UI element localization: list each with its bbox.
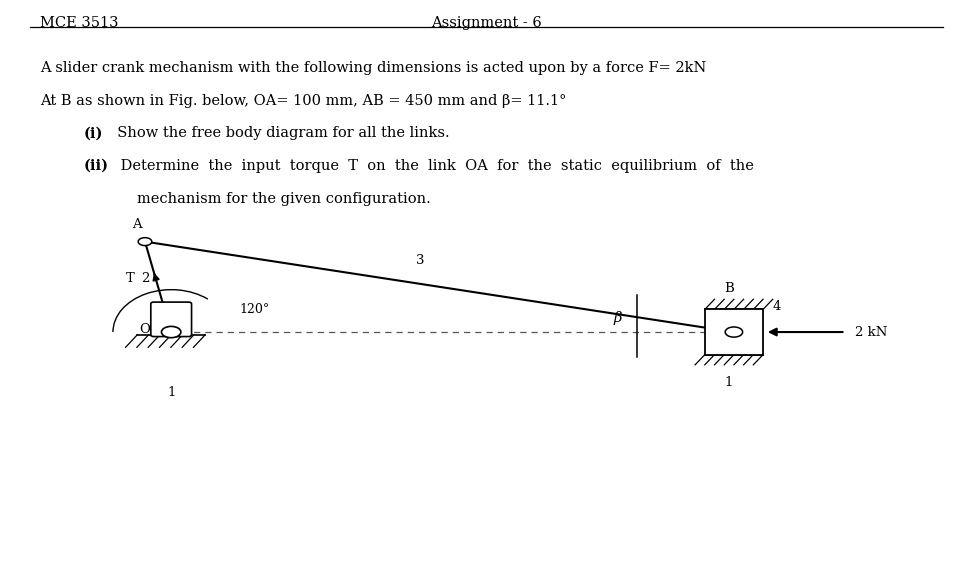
Bar xyxy=(704,310,763,354)
Text: Determine  the  input  torque  T  on  the  link  OA  for  the  static  equilibri: Determine the input torque T on the link… xyxy=(116,159,754,173)
Text: 3: 3 xyxy=(415,254,424,267)
Text: Assignment - 6: Assignment - 6 xyxy=(431,15,542,30)
FancyBboxPatch shape xyxy=(151,302,192,337)
Text: 4: 4 xyxy=(773,300,781,313)
Text: 2: 2 xyxy=(141,272,150,285)
Text: At B as shown in Fig. below, OA= 100 mm, AB = 450 mm and β= 11.1°: At B as shown in Fig. below, OA= 100 mm,… xyxy=(40,94,566,107)
Circle shape xyxy=(162,327,181,338)
Text: Show the free body diagram for all the links.: Show the free body diagram for all the l… xyxy=(108,126,450,140)
Text: (ii): (ii) xyxy=(84,159,109,173)
Text: (i): (i) xyxy=(84,126,103,140)
Text: 1: 1 xyxy=(167,386,175,399)
Text: MCE 3513: MCE 3513 xyxy=(40,15,119,30)
Text: O: O xyxy=(139,323,150,336)
Text: T: T xyxy=(126,272,134,285)
Text: mechanism for the given configuration.: mechanism for the given configuration. xyxy=(137,192,431,206)
Text: A slider crank mechanism with the following dimensions is acted upon by a force : A slider crank mechanism with the follow… xyxy=(40,61,706,75)
Circle shape xyxy=(138,237,152,245)
Text: β: β xyxy=(614,311,623,325)
Text: B: B xyxy=(724,282,734,295)
Circle shape xyxy=(725,327,742,337)
Text: 120°: 120° xyxy=(239,303,270,316)
Text: A: A xyxy=(132,219,142,231)
Text: 1: 1 xyxy=(725,376,734,389)
Text: 2 kN: 2 kN xyxy=(855,325,887,339)
